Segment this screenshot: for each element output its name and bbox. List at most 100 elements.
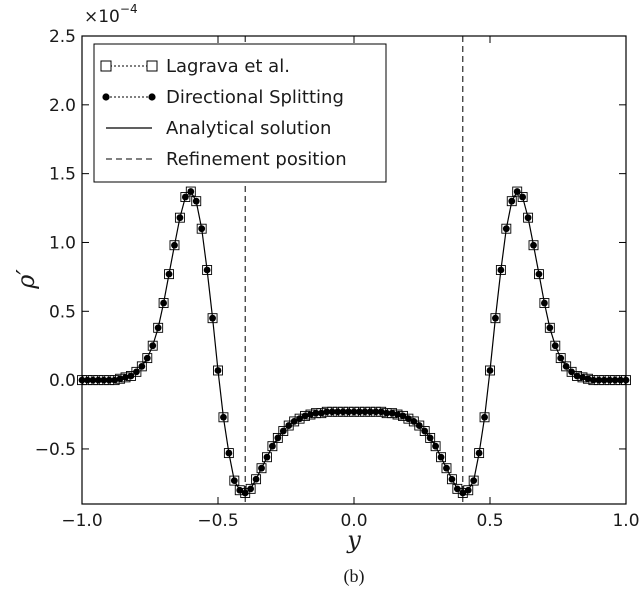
lagrava-marker bbox=[196, 223, 207, 234]
splitting-marker bbox=[247, 485, 255, 493]
lagrava-marker bbox=[158, 298, 169, 308]
x-tick-label: −1.0 bbox=[61, 511, 102, 531]
lagrava-marker bbox=[180, 192, 191, 202]
y-tick-label: 2.5 bbox=[49, 27, 76, 47]
legend-label: Refinement position bbox=[166, 149, 347, 170]
splitting-marker bbox=[443, 464, 450, 472]
splitting-marker bbox=[579, 373, 586, 381]
splitting-marker bbox=[89, 376, 97, 384]
lagrava-marker bbox=[136, 361, 147, 372]
lagrava-marker bbox=[414, 420, 425, 431]
marker-layer bbox=[77, 186, 631, 498]
lagrava-marker bbox=[185, 186, 196, 197]
splitting-marker bbox=[568, 368, 575, 376]
y-tick-label: 0.0 bbox=[49, 371, 76, 391]
splitting-marker bbox=[143, 354, 151, 362]
x-tick-label: −0.5 bbox=[197, 511, 238, 531]
splitting-marker bbox=[486, 367, 494, 374]
y-axis-multiplier: ×10−4 bbox=[84, 2, 138, 27]
splitting-marker bbox=[377, 408, 385, 416]
splitting-marker bbox=[366, 408, 374, 416]
splitting-marker bbox=[481, 413, 488, 421]
splitting-marker bbox=[426, 434, 434, 442]
splitting-marker bbox=[383, 409, 391, 417]
legend-marker-splitting bbox=[148, 93, 156, 101]
splitting-marker bbox=[181, 193, 189, 201]
splitting-marker bbox=[133, 368, 140, 376]
legend: Lagrava et al. Directional Splitting Analy… bbox=[93, 43, 387, 183]
splitting-marker bbox=[154, 324, 162, 332]
x-tick-label: 0.5 bbox=[476, 511, 503, 531]
splitting-marker bbox=[356, 408, 363, 416]
splitting-marker bbox=[171, 241, 178, 249]
splitting-marker bbox=[307, 411, 314, 418]
lagrava-marker bbox=[436, 452, 446, 463]
lagrava-marker bbox=[142, 353, 153, 364]
lagrava-marker bbox=[267, 441, 278, 452]
splitting-marker bbox=[225, 449, 233, 457]
splitting-marker bbox=[611, 376, 619, 384]
lagrava-marker bbox=[474, 448, 485, 459]
splitting-marker bbox=[497, 266, 505, 274]
lagrava-marker bbox=[164, 269, 174, 280]
splitting-marker bbox=[258, 464, 265, 472]
lagrava-marker bbox=[550, 340, 561, 351]
x-axis-label: y bbox=[346, 526, 361, 554]
splitting-marker bbox=[541, 299, 548, 307]
lagrava-marker bbox=[147, 340, 158, 351]
lagrava-marker bbox=[539, 298, 550, 308]
splitting-marker bbox=[589, 376, 597, 384]
splitting-marker bbox=[160, 299, 168, 307]
legend-label: Directional Splitting bbox=[166, 87, 344, 108]
lagrava-marker bbox=[506, 196, 517, 207]
x-tick-label: 1.0 bbox=[612, 511, 639, 531]
splitting-marker bbox=[388, 409, 396, 417]
y-axis-label: ρ′ bbox=[12, 269, 40, 290]
lagrava-marker bbox=[517, 192, 528, 202]
y-tick-label: 1.0 bbox=[49, 233, 76, 253]
lagrava-marker bbox=[468, 475, 479, 486]
analytical-curve-layer bbox=[82, 190, 626, 494]
splitting-marker bbox=[595, 376, 603, 384]
splitting-marker bbox=[176, 214, 184, 222]
lagrava-marker bbox=[251, 474, 262, 485]
splitting-marker bbox=[312, 409, 320, 417]
lagrava-marker bbox=[202, 265, 213, 275]
subfigure-caption: (b) bbox=[344, 566, 365, 587]
splitting-marker bbox=[317, 409, 325, 417]
splitting-marker bbox=[301, 412, 309, 420]
lagrava-marker bbox=[490, 313, 501, 324]
x-tick-label: 0.0 bbox=[340, 511, 367, 531]
lagrava-marker bbox=[256, 463, 267, 474]
splitting-marker bbox=[415, 422, 423, 429]
splitting-marker bbox=[557, 354, 565, 362]
splitting-marker bbox=[513, 188, 521, 195]
splitting-marker bbox=[432, 442, 439, 450]
lagrava-marker bbox=[441, 463, 452, 474]
splitting-marker bbox=[437, 453, 445, 461]
refinement-lines bbox=[244, 36, 464, 504]
lagrava-marker bbox=[207, 313, 218, 324]
y-tick-label: 1.5 bbox=[49, 165, 76, 185]
lagrava-marker bbox=[262, 452, 272, 463]
splitting-marker bbox=[502, 225, 510, 233]
splitting-marker bbox=[138, 362, 146, 370]
lagrava-marker bbox=[555, 353, 566, 364]
splitting-marker bbox=[345, 408, 352, 416]
legend-marker-splitting bbox=[102, 93, 110, 101]
lagrava-marker bbox=[485, 365, 495, 376]
y-axis-multiplier-base: ×10 bbox=[84, 7, 120, 27]
lagrava-marker bbox=[229, 475, 240, 486]
splitting-marker bbox=[394, 411, 401, 418]
splitting-marker bbox=[122, 373, 129, 381]
lagrava-marker bbox=[425, 432, 436, 443]
lagrava-marker bbox=[463, 485, 474, 496]
splitting-marker bbox=[241, 489, 249, 497]
splitting-marker bbox=[209, 314, 216, 322]
splitting-marker bbox=[492, 314, 499, 322]
splitting-marker bbox=[274, 434, 282, 442]
splitting-marker bbox=[530, 241, 537, 249]
lagrava-marker bbox=[169, 240, 180, 251]
lagrava-marker bbox=[501, 223, 512, 234]
lagrava-marker bbox=[528, 240, 539, 251]
